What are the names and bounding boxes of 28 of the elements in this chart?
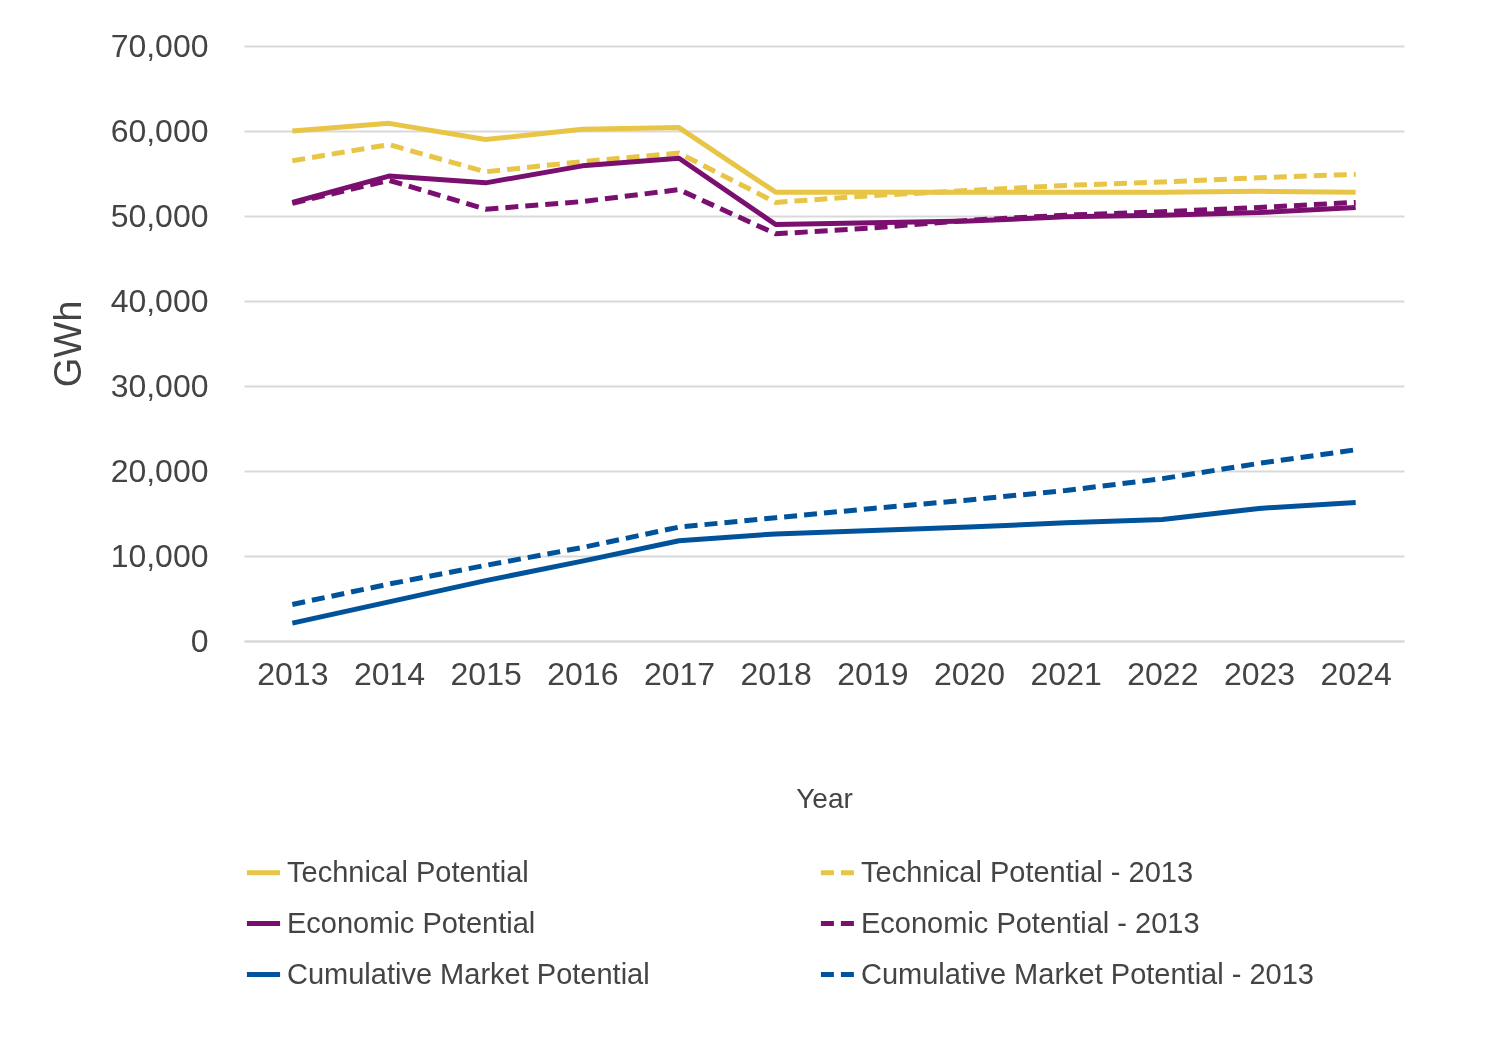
x-tick-label: 2014 bbox=[353, 655, 426, 692]
x-tick-label: 2017 bbox=[643, 655, 716, 692]
y-tick-label: 70,000 bbox=[110, 27, 209, 64]
x-tick-label: 2019 bbox=[837, 655, 909, 692]
legend-label: Technical Potential - 2013 bbox=[861, 855, 1194, 888]
y-tick-label: 40,000 bbox=[110, 282, 209, 319]
x-tick-label: 2023 bbox=[1223, 655, 1296, 692]
legend-label: Cumulative Market Potential - 2013 bbox=[861, 957, 1314, 990]
x-tick-label: 2021 bbox=[1030, 655, 1102, 692]
x-tick-label: 2020 bbox=[933, 655, 1006, 692]
y-tick-label: 60,000 bbox=[110, 112, 209, 149]
legend-label: Technical Potential bbox=[287, 855, 529, 888]
x-tick-label: 2018 bbox=[740, 655, 812, 692]
x-tick-label: 2024 bbox=[1320, 655, 1392, 692]
x-tick-label: 2015 bbox=[450, 655, 522, 692]
legend-label: Economic Potential - 2013 bbox=[861, 906, 1200, 939]
y-tick-label: 30,000 bbox=[110, 367, 209, 404]
x-tick-label: 2016 bbox=[547, 655, 619, 692]
legend-label: Economic Potential bbox=[287, 906, 536, 939]
legend-label: Cumulative Market Potential bbox=[287, 957, 650, 990]
y-tick-label: 20,000 bbox=[110, 452, 209, 489]
y-axis-title: GWh bbox=[46, 300, 89, 388]
y-tick-label: 0 bbox=[190, 622, 209, 659]
y-tick-label: 10,000 bbox=[110, 537, 209, 574]
x-tick-label: 2022 bbox=[1127, 655, 1199, 692]
y-tick-label: 50,000 bbox=[110, 197, 209, 234]
x-tick-label: 2013 bbox=[257, 655, 329, 692]
x-axis-title: Year bbox=[796, 782, 853, 814]
